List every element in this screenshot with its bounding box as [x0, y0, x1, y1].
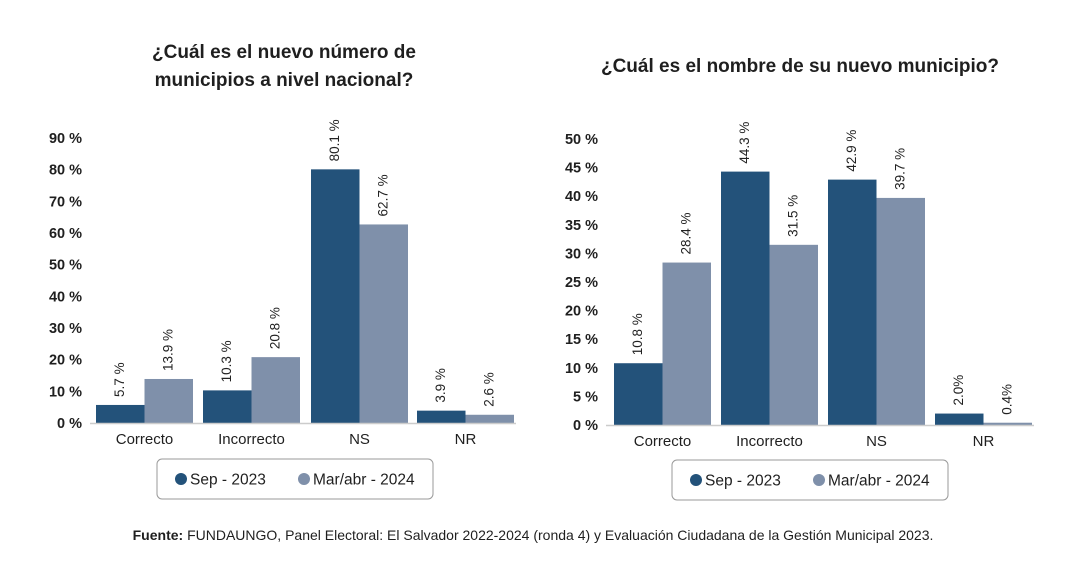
chart-title-line: ¿Cuál es el nuevo número de	[152, 42, 416, 63]
y-tick-label: 90 %	[49, 131, 82, 147]
data-label: 39.7 %	[893, 148, 908, 190]
source-label: Fuente:	[132, 527, 184, 543]
legend-box	[156, 458, 434, 500]
legend-marker	[690, 474, 702, 486]
bar-sep-2023	[614, 363, 663, 425]
y-tick-label: 0 %	[57, 416, 82, 432]
x-tick-label: NR	[455, 431, 477, 448]
legend-box	[671, 459, 949, 501]
chart-2: ¿Cuál es el nombre de su nuevo municipio…	[565, 56, 1034, 501]
y-tick-label: 50 %	[565, 132, 598, 148]
y-tick-label: 30 %	[565, 246, 598, 262]
bar-sep-2023	[203, 390, 252, 423]
legend: Sep - 2023 Mar/abr - 2024	[156, 458, 434, 500]
y-tick-label: 40 %	[49, 289, 82, 305]
data-label: 5.7 %	[112, 362, 127, 397]
bar-sep-2023	[721, 171, 770, 425]
bar-mar-abr-2024	[251, 357, 300, 423]
bar-mar-abr-2024	[359, 224, 408, 423]
y-tick-label: 25 %	[565, 275, 598, 291]
bar-mar-abr-2024	[465, 414, 514, 423]
y-tick-label: 70 %	[49, 194, 82, 210]
y-tick-label: 35 %	[565, 218, 598, 234]
source-text: FUNDAUNGO, Panel Electoral: El Salvador …	[183, 527, 934, 543]
legend-marker	[175, 473, 187, 485]
y-tick-label: 15 %	[565, 332, 598, 348]
x-tick-label: NR	[973, 433, 995, 450]
x-tick-label: Incorrecto	[736, 433, 803, 450]
x-tick-label: Correcto	[634, 433, 692, 450]
bar-sep-2023	[828, 179, 877, 425]
y-tick-label: 10 %	[49, 384, 82, 400]
chart-title-line: municipios a nivel nacional?	[155, 70, 414, 91]
data-label: 62.7 %	[376, 174, 391, 216]
data-label: 10.8 %	[630, 313, 645, 355]
bar-sep-2023	[96, 404, 145, 423]
legend-label: Sep - 2023	[705, 473, 781, 490]
legend-label: Mar/abr - 2024	[313, 472, 415, 489]
x-tick-label: Correcto	[116, 431, 174, 448]
bar-mar-abr-2024	[662, 262, 711, 425]
data-label: 13.9 %	[161, 329, 176, 371]
bar-sep-2023	[417, 410, 466, 423]
legend-label: Mar/abr - 2024	[828, 473, 930, 490]
data-label: 0.4%	[1000, 384, 1015, 415]
x-tick-label: NS	[349, 431, 370, 448]
data-label: 44.3 %	[737, 122, 752, 164]
y-tick-label: 30 %	[49, 321, 82, 337]
bar-mar-abr-2024	[876, 197, 925, 425]
chart-1: ¿Cuál es el nuevo número de municipios a …	[49, 42, 516, 500]
legend: Sep - 2023 Mar/abr - 2024	[671, 459, 949, 501]
chart-title-line: ¿Cuál es el nombre de su nuevo municipio…	[601, 56, 999, 77]
legend-label: Sep - 2023	[190, 472, 266, 489]
data-label: 31.5 %	[786, 195, 801, 237]
bar-mar-abr-2024	[144, 378, 193, 423]
legend-marker	[813, 474, 825, 486]
data-label: 2.0%	[951, 375, 966, 406]
data-label: 20.8 %	[268, 307, 283, 349]
y-tick-label: 60 %	[49, 226, 82, 242]
legend-marker	[298, 473, 310, 485]
x-tick-label: Incorrecto	[218, 431, 285, 448]
data-label: 3.9 %	[433, 368, 448, 403]
bar-sep-2023	[311, 169, 360, 423]
data-label: 80.1 %	[327, 119, 342, 161]
bar-mar-abr-2024	[769, 244, 818, 425]
bar-mar-abr-2024	[983, 422, 1032, 425]
x-tick-label: NS	[866, 433, 887, 450]
y-tick-label: 0 %	[573, 418, 598, 434]
data-label: 42.9 %	[844, 130, 859, 172]
y-tick-label: 10 %	[565, 361, 598, 377]
y-tick-label: 50 %	[49, 258, 82, 274]
y-tick-label: 20 %	[49, 353, 82, 369]
bar-sep-2023	[935, 413, 984, 425]
y-tick-label: 40 %	[565, 189, 598, 205]
data-label: 28.4 %	[679, 213, 694, 255]
y-tick-label: 45 %	[565, 161, 598, 177]
y-tick-label: 5 %	[573, 389, 598, 405]
y-tick-label: 80 %	[49, 163, 82, 179]
y-tick-label: 20 %	[565, 304, 598, 320]
source-note: Fuente: FUNDAUNGO, Panel Electoral: El S…	[0, 527, 1066, 543]
data-label: 10.3 %	[219, 340, 234, 382]
data-label: 2.6 %	[482, 372, 497, 407]
